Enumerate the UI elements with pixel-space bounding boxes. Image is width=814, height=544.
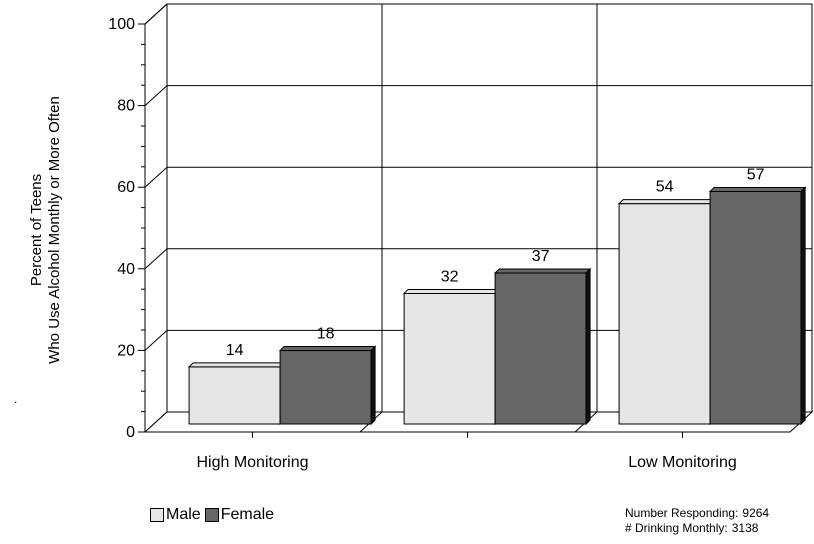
bar-value-label: 37 [532, 248, 550, 265]
bar-top [187, 362, 286, 368]
bar-side [370, 345, 376, 426]
y-tick-label: 60 [117, 179, 135, 196]
y-tick-label: 40 [117, 261, 135, 278]
legend-item-male: Male [150, 506, 201, 524]
bar [708, 186, 807, 426]
responding-value: 9264 [742, 506, 770, 520]
gridline-diagonal [144, 166, 168, 188]
y-tick-label: 100 [108, 16, 135, 33]
legend: Male Female [150, 506, 278, 524]
bar-side [585, 267, 591, 426]
chart-labels: 14 18 32 37 54 57 [226, 166, 765, 358]
y-tick-label: 20 [117, 342, 135, 359]
legend-label-male: Male [166, 506, 201, 523]
bar-value-label: 14 [226, 342, 244, 359]
bar [617, 198, 716, 426]
bar [187, 361, 286, 426]
bar-top [617, 199, 716, 205]
bar-top [708, 186, 807, 192]
gridline-diagonal [144, 330, 168, 351]
stray-dot: . [14, 392, 18, 406]
legend-swatch-female [204, 508, 219, 522]
responding-label: Number Responding: [625, 506, 739, 520]
y-axis-title-line-1: Percent of Teens [28, 173, 45, 287]
bar-top [402, 288, 501, 294]
bar [278, 345, 377, 426]
legend-item-female: Female [204, 506, 275, 524]
bar-front [709, 190, 802, 425]
drinking-row: # Drinking Monthly: 3138 [625, 521, 773, 536]
bar-front [279, 350, 372, 425]
sample-size-note: Number Responding: 9264 # Drinking Monthl… [625, 506, 773, 536]
responding-row: Number Responding: 9264 [625, 506, 773, 521]
bar-front [618, 203, 711, 425]
gridline-diagonal [144, 248, 168, 270]
gridline-diagonal [144, 85, 168, 106]
drinking-value: 3138 [731, 521, 759, 535]
bar-top [493, 268, 592, 274]
chart-axes: 0 20 40 60 80 100 High Monitoring Low Monitorin… [108, 3, 737, 471]
bar-top [278, 346, 377, 352]
x-tick-label: High Monitoring [196, 454, 308, 471]
legend-swatch-male [150, 508, 164, 522]
chart-bars [187, 186, 807, 426]
legend-label-female: Female [220, 506, 275, 523]
y-tick-label: 80 [117, 98, 135, 115]
bar-front [403, 292, 496, 425]
x-tick-label: Low Monitoring [628, 454, 737, 471]
bar-side [800, 186, 806, 426]
bar-value-label: 57 [747, 166, 765, 183]
y-tick-label: 0 [126, 424, 135, 441]
bar-value-label: 54 [656, 179, 674, 196]
bar [493, 267, 592, 426]
bar-front [188, 366, 281, 425]
bar-value-label: 32 [441, 268, 459, 285]
bar [402, 288, 501, 426]
bar-value-label: 18 [317, 326, 335, 343]
bar-front [494, 272, 587, 425]
drinking-label: # Drinking Monthly: [625, 521, 728, 535]
y-axis-top-edge [144, 3, 168, 25]
y-axis-title-line-2: Who Use Alcohol Monthly or More Often [46, 96, 63, 364]
